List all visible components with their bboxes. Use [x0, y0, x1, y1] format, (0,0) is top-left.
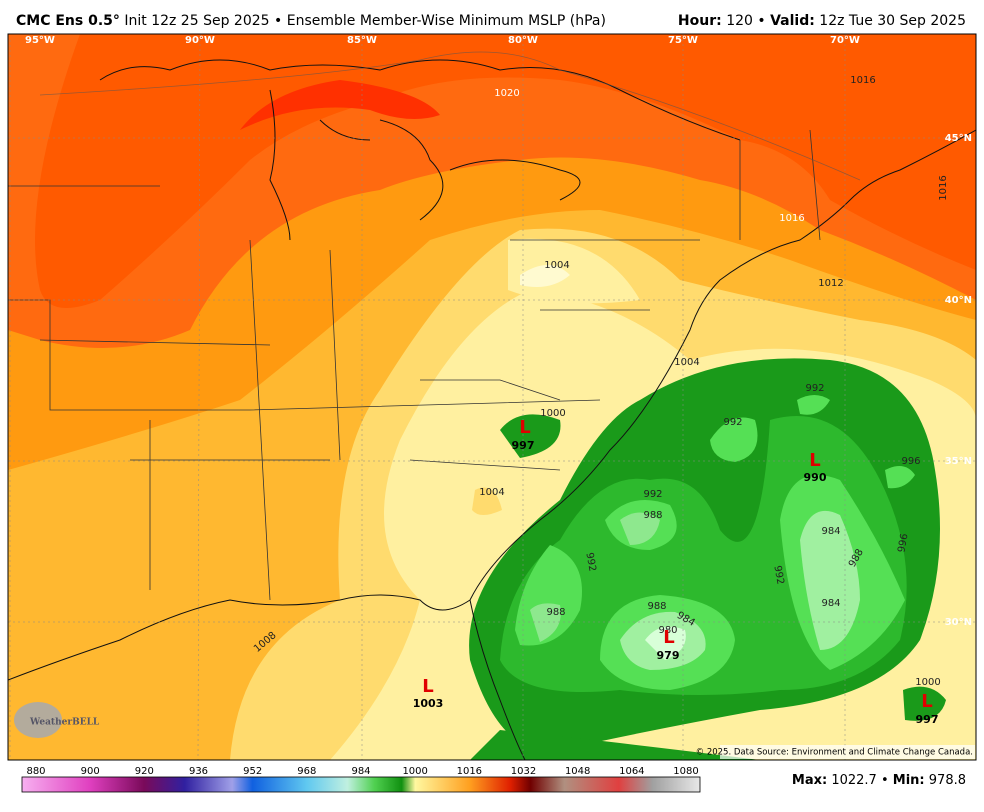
- low-value: 997: [916, 713, 939, 726]
- colorbar-label: 1032: [511, 766, 536, 777]
- contour-label: 1004: [544, 260, 569, 271]
- logo-globe: [14, 702, 62, 738]
- separator: •: [274, 13, 282, 29]
- low-symbol: L: [519, 417, 530, 438]
- colorbar-label: 984: [351, 766, 370, 777]
- contour-label: 992: [583, 552, 597, 573]
- valid-label: Valid:: [770, 13, 815, 29]
- max-min: Max: 1022.7 • Min: 978.8: [792, 773, 966, 788]
- colorbar-label: 1064: [619, 766, 644, 777]
- contour-label: 988: [643, 510, 662, 521]
- contour-label: 1000: [915, 677, 940, 688]
- colorbar-label: 900: [81, 766, 100, 777]
- separator: •: [757, 13, 765, 29]
- low-symbol: L: [663, 627, 674, 648]
- valid: 12z Tue 30 Sep 2025: [819, 13, 966, 29]
- separator: •: [881, 773, 889, 788]
- contour-label: 984: [821, 598, 840, 609]
- colorbar-label: 880: [26, 766, 45, 777]
- lon-label: 95°W: [25, 35, 55, 46]
- low-value: 990: [804, 471, 827, 484]
- contour-label: 1000: [540, 408, 565, 419]
- contour-label: 1012: [818, 278, 843, 289]
- min: 978.8: [929, 773, 966, 788]
- colorbar-label: 1000: [402, 766, 427, 777]
- hour: 120: [726, 13, 753, 29]
- lat-label: 35°N: [945, 456, 972, 467]
- low-value: 997: [512, 439, 535, 452]
- colorbar-label: 1080: [673, 766, 698, 777]
- contour-label: 992: [771, 565, 785, 586]
- header-left: CMC Ens 0.5° Init 12z 25 Sep 2025 • Ense…: [16, 13, 606, 29]
- max: 1022.7: [831, 773, 877, 788]
- contour-label: 1016: [850, 75, 875, 86]
- contour-label: 984: [821, 526, 840, 537]
- contour-label: 1020: [494, 88, 519, 99]
- lon-label: 75°W: [668, 35, 698, 46]
- colorbar-label: 968: [297, 766, 316, 777]
- max-label: Max:: [792, 773, 827, 788]
- contour-label: 1004: [674, 357, 699, 368]
- low-symbol: L: [422, 676, 433, 697]
- hour-label: Hour:: [678, 13, 722, 29]
- product: Ensemble Member-Wise Minimum MSLP (hPa): [287, 13, 606, 29]
- contour-label: 1004: [479, 487, 504, 498]
- contour-label: 988: [546, 607, 565, 618]
- low-symbol: L: [809, 450, 820, 471]
- copyright-bg: [720, 745, 975, 759]
- init: Init 12z 25 Sep 2025: [124, 13, 269, 29]
- contour-label: 1016: [779, 213, 804, 224]
- colorbar-ticks: 880 900 920 936 952 968 984 1000 1016 1032 1048 106…: [26, 766, 698, 777]
- min-label: Min:: [893, 773, 925, 788]
- lon-label: 70°W: [830, 35, 860, 46]
- map: [8, 34, 976, 760]
- contour-label: 1016: [938, 175, 949, 200]
- colorbar-label: 952: [243, 766, 262, 777]
- logo: WeatherBELL: [29, 718, 100, 728]
- colorbar-label: 1048: [565, 766, 590, 777]
- contour-label: 996: [896, 533, 910, 554]
- colorbar-label: 1016: [457, 766, 482, 777]
- lat-label: 30°N: [945, 617, 972, 628]
- low-value: 1003: [413, 697, 444, 710]
- low-symbol: L: [921, 691, 932, 712]
- lat-label: 45°N: [945, 133, 972, 144]
- map-frame: [7, 33, 977, 761]
- header-right: Hour: 120 • Valid: 12z Tue 30 Sep 2025: [678, 13, 966, 29]
- contour-label: 980: [658, 625, 677, 636]
- model: CMC Ens 0.5°: [16, 13, 120, 29]
- colorbar-label: 920: [135, 766, 154, 777]
- contour-label: 996: [901, 456, 920, 467]
- lon-label: 85°W: [347, 35, 377, 46]
- contour-label: 992: [643, 489, 662, 500]
- copyright: © 2025. Data Source: Environment and Cli…: [696, 748, 973, 758]
- colorbar: [21, 776, 701, 793]
- lat-label: 40°N: [945, 295, 972, 306]
- contour-label: 992: [723, 417, 742, 428]
- lon-label: 80°W: [508, 35, 538, 46]
- contour-label: 992: [805, 383, 824, 394]
- colorbar-label: 936: [189, 766, 208, 777]
- contour-label: 988: [647, 601, 666, 612]
- low-value: 979: [657, 649, 680, 662]
- lon-label: 90°W: [185, 35, 215, 46]
